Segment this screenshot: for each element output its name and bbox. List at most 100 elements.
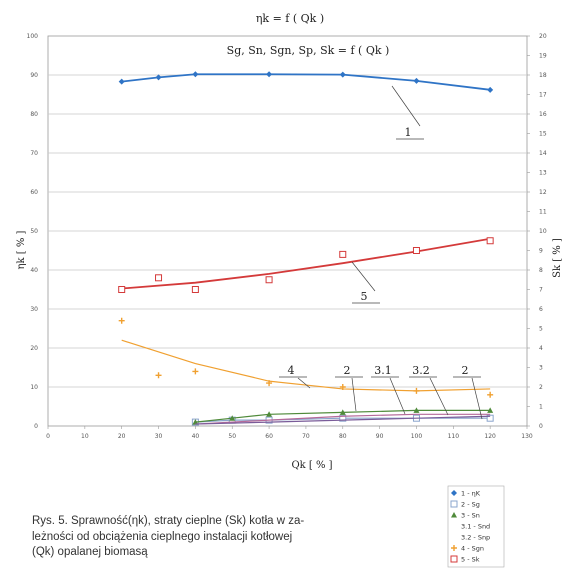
right-tick-label: 17 (539, 92, 547, 99)
x-tick-label: 90 (376, 433, 384, 440)
left-tick-label: 60 (30, 189, 38, 196)
x-tick-label: 100 (411, 433, 423, 440)
series-3 (192, 407, 494, 425)
series-line (195, 413, 491, 425)
data-point (118, 317, 125, 324)
series-line (195, 409, 491, 423)
data-point (413, 387, 420, 394)
x-tick-label: 80 (339, 433, 347, 440)
data-point (486, 414, 494, 422)
annotation-leader (351, 261, 376, 292)
curve-annotation: 5 (361, 290, 368, 303)
x-tick-label: 60 (265, 433, 273, 440)
data-point (339, 384, 346, 390)
x-tick-label: 120 (484, 433, 496, 440)
data-point (486, 237, 494, 245)
right-tick-label: 4 (539, 345, 543, 352)
x-tick-label: 40 (192, 433, 200, 440)
data-point (339, 414, 347, 422)
left-tick-label: 50 (30, 228, 38, 235)
curve-annotation: 3.1 (374, 364, 392, 377)
left-tick-label: 40 (30, 267, 38, 274)
left-axis-ticks: 0 10 20 30 40 50 60 70 80 90 100 (27, 33, 39, 430)
x-axis-ticks: 0 10 20 30 40 50 60 70 80 90 100 110 120 130 (46, 426, 533, 440)
data-point (413, 407, 420, 413)
chart-subtitle: Sg, Sn, Sgn, Sp, Sk = f ( Qk ) (227, 44, 390, 57)
data-point (192, 71, 199, 78)
right-tick-label: 8 (539, 267, 543, 274)
data-point (192, 368, 199, 375)
legend-label: 4 - Sgn (461, 544, 484, 552)
right-tick-label: 2 (539, 384, 543, 391)
series-layer (118, 71, 494, 426)
data-point (266, 380, 273, 387)
caption-line: (Qk) opalanej biomasą (32, 546, 148, 558)
series-line (121, 73, 491, 91)
data-point (265, 276, 273, 284)
data-point (339, 71, 346, 78)
legend-item: 3 - Sn (451, 511, 480, 519)
curve-annotation: 4 (288, 364, 295, 377)
data-point (487, 407, 494, 413)
legend-item: 1 - ηK (451, 489, 481, 497)
legend-item: 2 - Sg (450, 500, 480, 508)
curve-annotation: 3.2 (412, 364, 430, 377)
left-tick-label: 10 (30, 384, 38, 391)
left-tick-label: 80 (30, 111, 38, 118)
data-point (413, 77, 420, 84)
x-tick-label: 70 (302, 433, 310, 440)
left-tick-label: 20 (30, 345, 38, 352)
right-tick-label: 20 (539, 33, 547, 40)
data-point (451, 545, 457, 551)
series-line (121, 237, 491, 290)
curve-annotation: 1 (405, 126, 412, 139)
series-line (195, 415, 491, 425)
data-point (487, 391, 494, 398)
data-point (412, 247, 420, 254)
data-point (118, 286, 126, 293)
left-axis-label: ηk [ % ] (16, 230, 27, 269)
right-tick-label: 16 (539, 111, 547, 118)
annotation-leader (297, 377, 311, 389)
legend-label: 1 - ηK (461, 489, 481, 497)
right-tick-label: 12 (539, 189, 547, 196)
series-4 (195, 413, 491, 425)
legend-item: 3.1 - Snd (461, 522, 490, 530)
data-point (450, 500, 458, 508)
right-tick-label: 0 (539, 423, 543, 430)
x-tick-label: 110 (448, 433, 460, 440)
data-point (451, 490, 457, 496)
annotation-leader (391, 85, 421, 127)
right-tick-label: 5 (539, 326, 543, 333)
left-tick-label: 70 (30, 150, 38, 157)
data-point (339, 409, 346, 415)
data-point (155, 274, 163, 282)
right-tick-label: 13 (539, 170, 547, 177)
legend-label: 3.2 - Snp (461, 533, 490, 541)
curve-annotation: 2 (462, 364, 469, 377)
data-point (192, 419, 199, 425)
right-axis-label: Sk [ % ] (552, 238, 563, 278)
chart-title: ηk = f ( Qk ) (256, 12, 324, 25)
data-point (155, 74, 162, 81)
right-tick-label: 15 (539, 131, 547, 138)
annotation-leader (389, 377, 406, 415)
x-tick-label: 0 (46, 433, 50, 440)
right-tick-label: 19 (539, 53, 547, 60)
annotation-leader (351, 377, 357, 412)
annotation-layer: 1 5 4 2 3.1 3.2 2 (279, 85, 483, 420)
series-5 (195, 415, 491, 425)
annotation-leader (471, 377, 483, 420)
right-tick-label: 3 (539, 365, 543, 372)
left-tick-label: 90 (30, 72, 38, 79)
data-point (339, 250, 347, 258)
right-tick-label: 6 (539, 306, 543, 313)
right-tick-label: 18 (539, 72, 547, 79)
grid-lines (48, 74, 527, 388)
legend-label: 3.1 - Snd (461, 522, 490, 530)
legend-item: 3.2 - Snp (461, 533, 490, 541)
figure-caption: Rys. 5. Sprawność(ηk), straty cieplne (S… (32, 514, 304, 561)
left-tick-label: 0 (34, 423, 38, 430)
